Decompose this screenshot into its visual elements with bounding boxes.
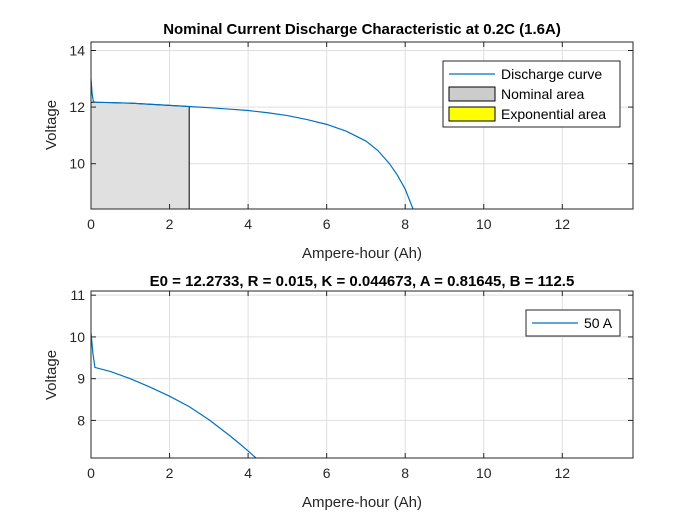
bottom-x-tick-label: 6 (323, 465, 331, 481)
bottom-x-tick-label: 8 (401, 465, 409, 481)
bottom-legend-label: 50 A (584, 315, 613, 331)
bottom-axes-box (90, 290, 634, 459)
top-y-tick-label: 14 (69, 42, 85, 58)
top-x-tick-label: 8 (401, 216, 409, 232)
top-x-tick-label: 6 (323, 216, 331, 232)
bottom-plot: E0 = 12.2733, R = 0.015, K = 0.044673, A… (43, 273, 634, 511)
bottom-x-tick-label: 4 (244, 465, 252, 481)
top-x-tick-label: 2 (166, 216, 174, 232)
top-series-line (91, 78, 414, 209)
bottom-y-tick-label: 8 (77, 412, 85, 428)
top-axes-box (90, 41, 634, 210)
top-nominal-area (91, 101, 190, 209)
top-legend-label: Exponential area (501, 106, 606, 122)
top-y-tick-label: 10 (69, 156, 85, 172)
top-plot-ylabel: Voltage (43, 100, 60, 150)
bottom-y-tick-label: 11 (70, 287, 85, 303)
top-legend: Discharge curve Nominal area Exponential a… (442, 60, 621, 128)
top-x-tick-label: 0 (87, 216, 95, 232)
bottom-x-tick-label: 12 (555, 465, 571, 481)
bottom-x-tick-label: 2 (166, 465, 174, 481)
top-legend-label: Nominal area (501, 86, 584, 102)
top-legend-swatch (448, 86, 496, 102)
top-legend-swatch (448, 106, 496, 122)
top-x-tick-label: 10 (476, 216, 492, 232)
bottom-legend: 50 A (525, 309, 621, 337)
top-plot-xlabel: Ampere-hour (Ah) (302, 245, 422, 262)
bottom-plot-title: E0 = 12.2733, R = 0.015, K = 0.044673, A… (150, 273, 575, 290)
bottom-x-tick-label: 0 (87, 465, 95, 481)
top-y-tick-label: 12 (69, 99, 85, 115)
bottom-x-tick-label: 10 (476, 465, 492, 481)
top-legend-label: Discharge curve (501, 66, 602, 82)
bottom-plot-ylabel: Voltage (43, 350, 60, 400)
top-plot: Nominal Current Discharge Characteristic… (43, 21, 634, 262)
top-x-tick-label: 12 (555, 216, 571, 232)
bottom-y-tick-label: 10 (69, 329, 85, 345)
top-x-tick-label: 4 (244, 216, 252, 232)
top-plot-title: Nominal Current Discharge Characteristic… (163, 21, 561, 38)
bottom-plot-xlabel: Ampere-hour (Ah) (302, 494, 422, 511)
bottom-series-line (91, 332, 257, 458)
bottom-y-tick-label: 9 (77, 371, 85, 387)
